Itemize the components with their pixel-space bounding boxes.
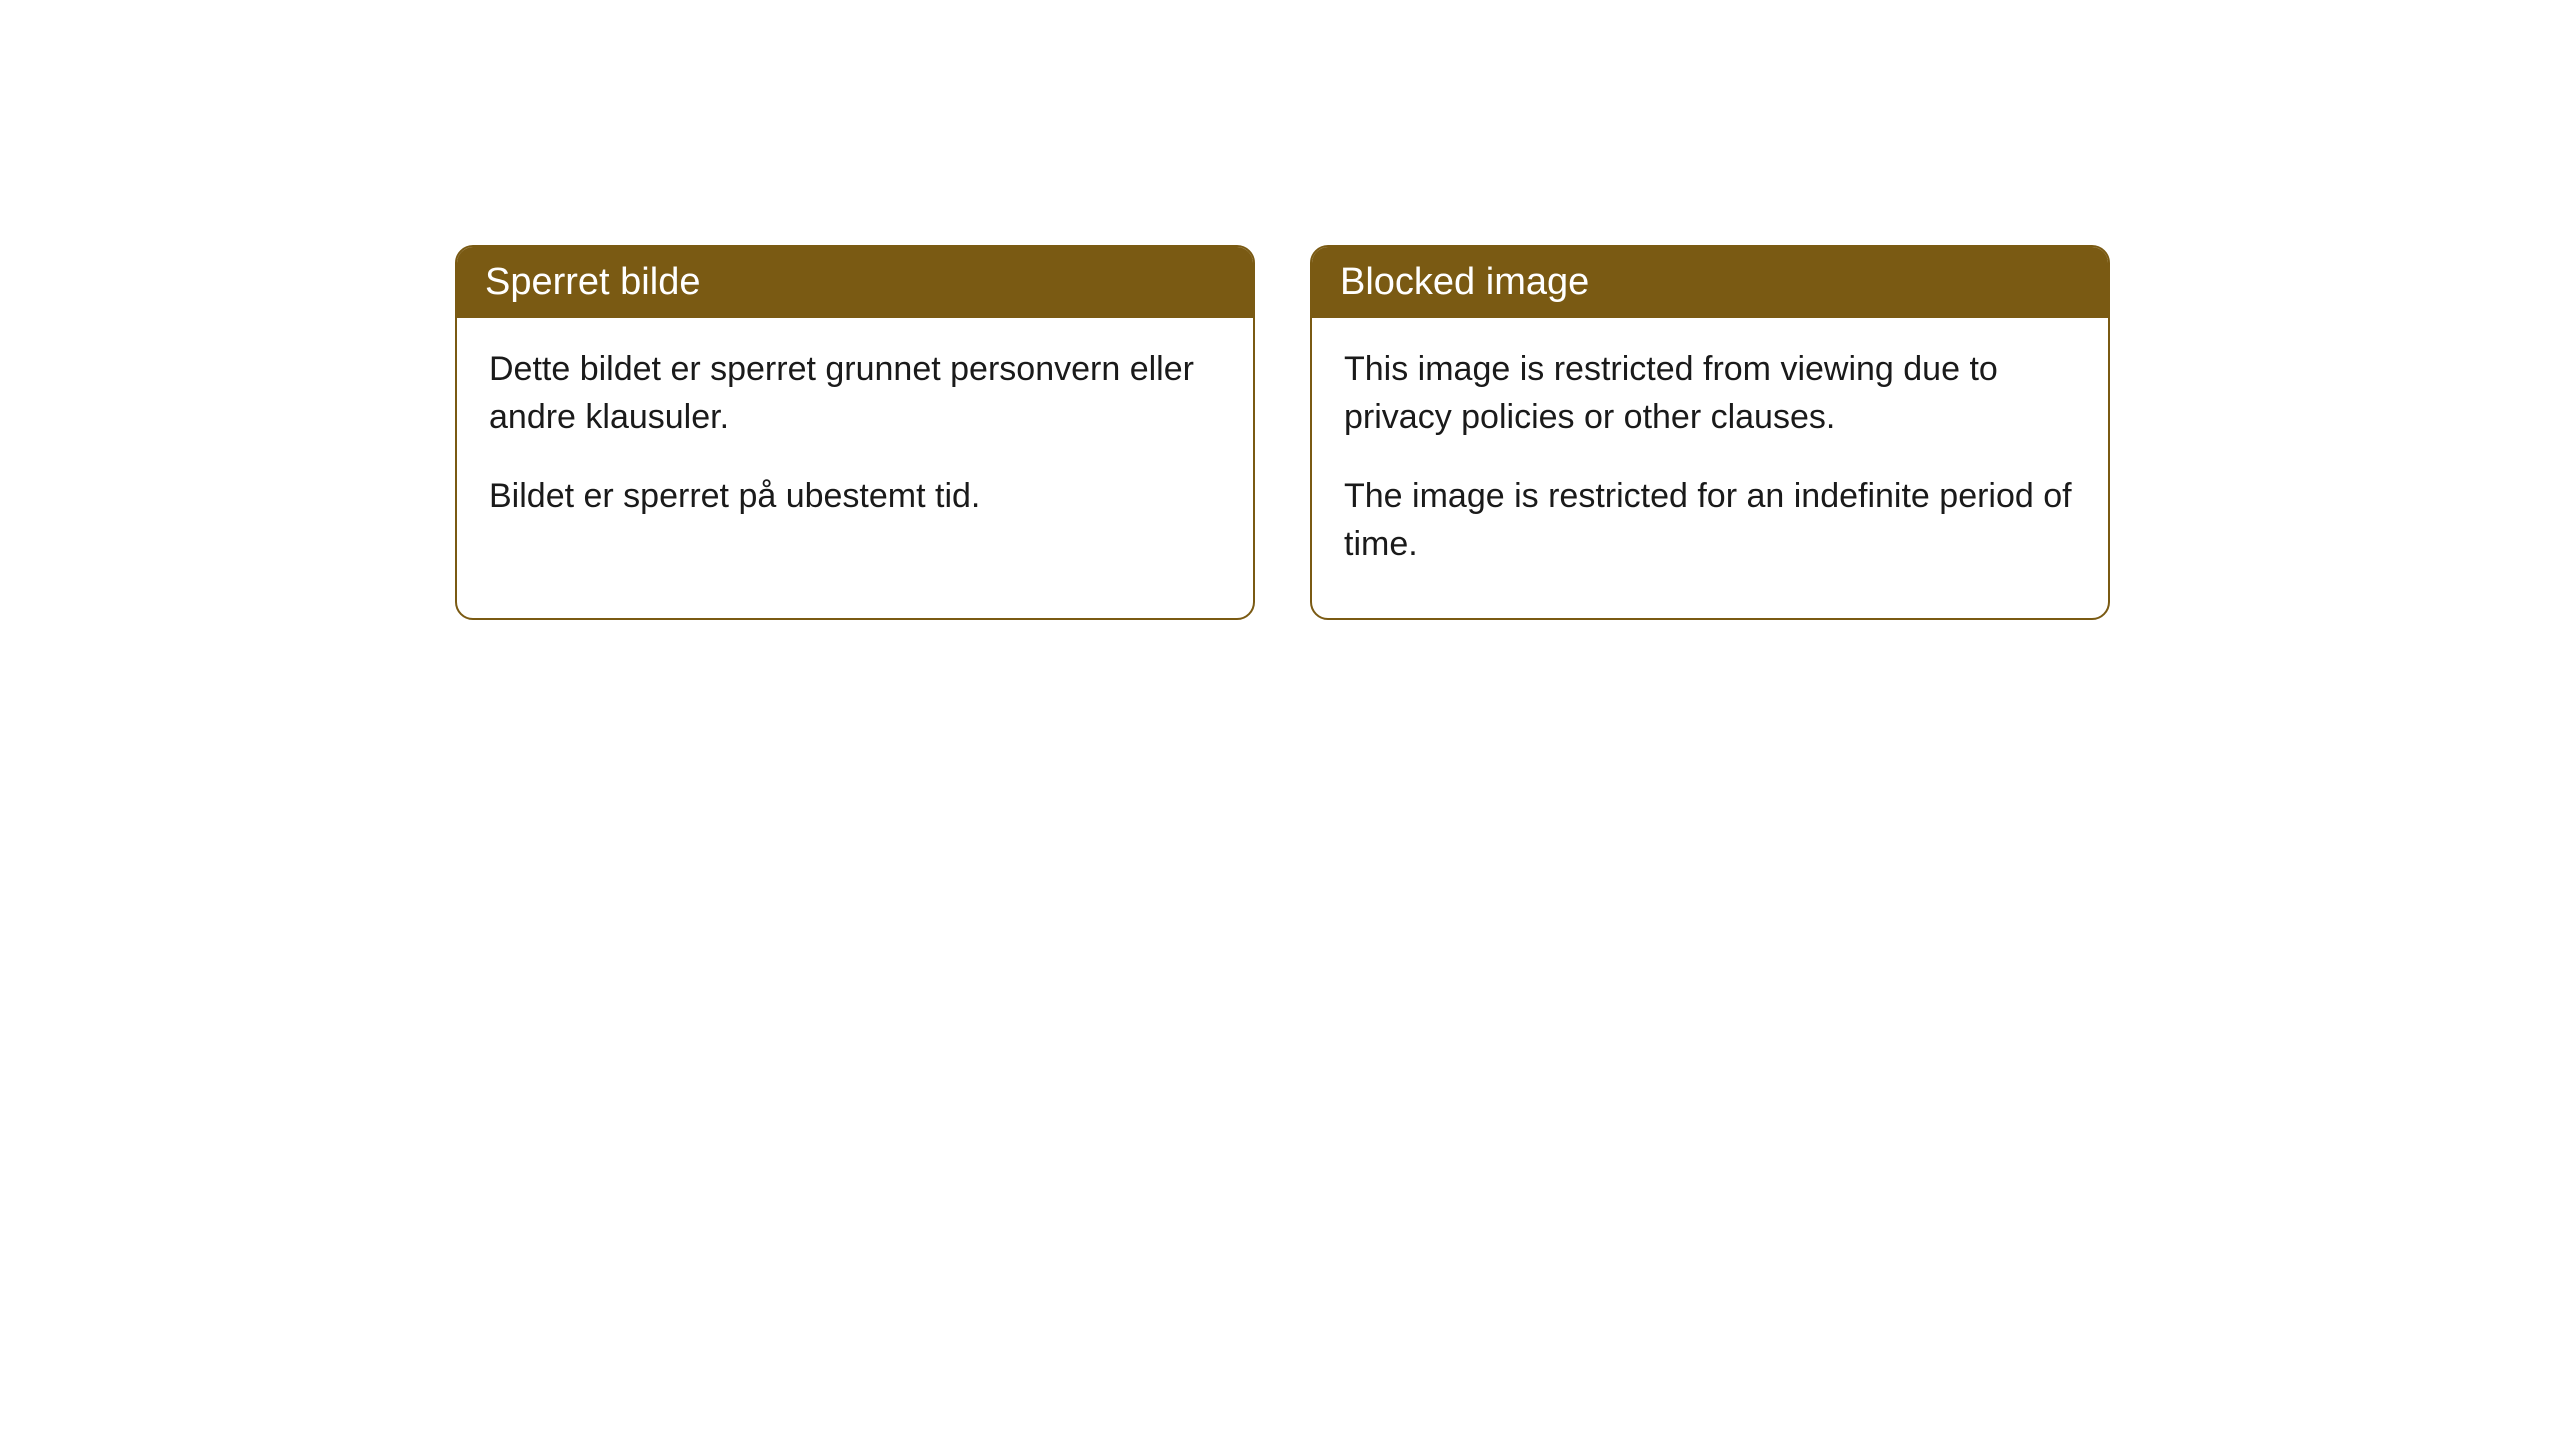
card-title: Blocked image bbox=[1340, 261, 1589, 303]
card-header: Blocked image bbox=[1312, 247, 2108, 318]
card-title: Sperret bilde bbox=[485, 261, 700, 303]
notice-card-english: Blocked image This image is restricted f… bbox=[1310, 245, 2110, 620]
card-paragraph: This image is restricted from viewing du… bbox=[1344, 346, 2076, 441]
notice-card-norwegian: Sperret bilde Dette bildet er sperret gr… bbox=[455, 245, 1255, 620]
card-paragraph: Dette bildet er sperret grunnet personve… bbox=[489, 346, 1221, 441]
card-paragraph: The image is restricted for an indefinit… bbox=[1344, 473, 2076, 568]
notice-cards-container: Sperret bilde Dette bildet er sperret gr… bbox=[455, 245, 2560, 620]
card-body: This image is restricted from viewing du… bbox=[1312, 318, 2108, 618]
card-body: Dette bildet er sperret grunnet personve… bbox=[457, 318, 1253, 571]
card-paragraph: Bildet er sperret på ubestemt tid. bbox=[489, 473, 1221, 521]
card-header: Sperret bilde bbox=[457, 247, 1253, 318]
